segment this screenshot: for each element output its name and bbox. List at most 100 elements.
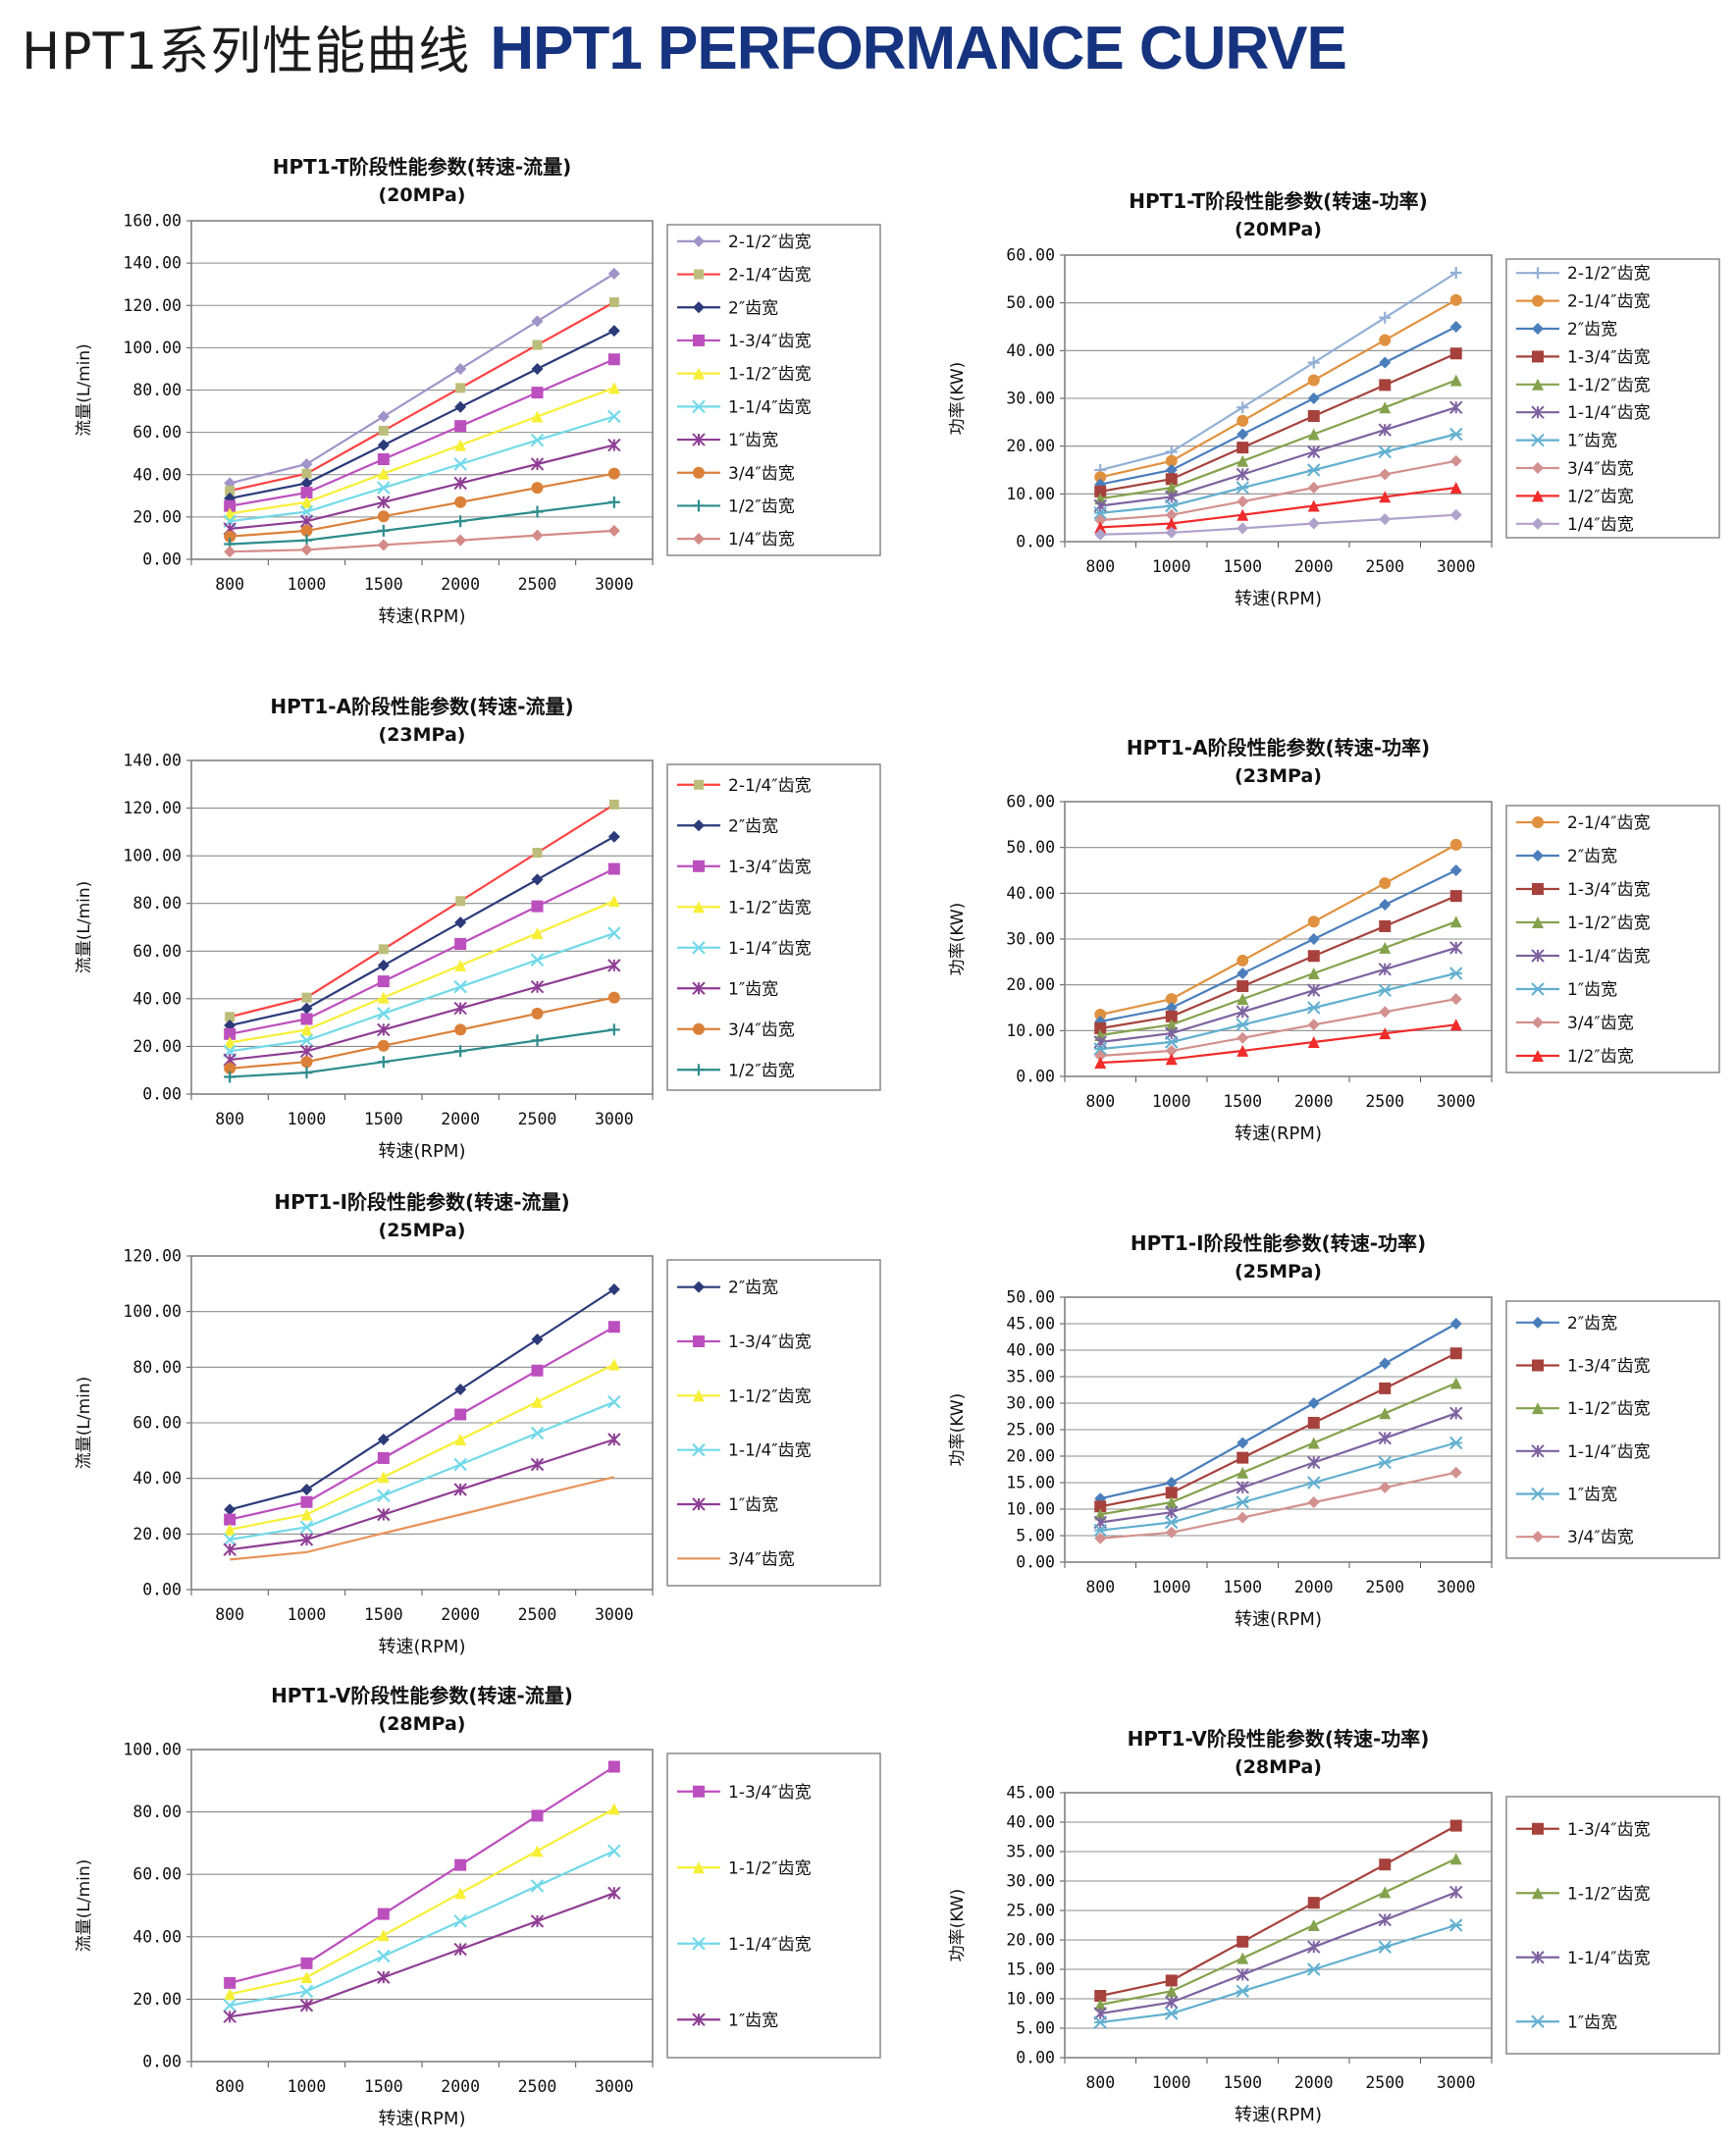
marker-circle [1094,471,1107,484]
x-axis-title: 转速(RPM) [379,606,466,627]
legend-box [666,763,881,1091]
marker-circle [1307,915,1320,928]
marker-diamond [1532,517,1544,530]
marker-asterisk [1449,1885,1463,1900]
chart-subtitle: (20MPa) [379,184,466,206]
marker-square [1236,980,1249,993]
marker-square [225,486,236,497]
series-line [1100,1857,1457,2007]
marker-x [223,1533,237,1546]
y-tick-label: 0.00 [1016,533,1055,551]
marker-diamond [300,1484,313,1495]
marker-triangle [1307,428,1320,441]
hpt1-i-flow-svg: 0.00 20.00 40.00 60.00 80.00 100.00 120.00 800 1… [75,1190,881,1657]
y-tick-label: 30.00 [1006,1872,1055,1891]
legend-label: 2-1/2″齿宽 [728,233,812,252]
chart-title: HPT1-A阶段性能参数(转速-流量) [270,695,573,718]
series-line [1100,895,1457,1030]
series-line [1100,1441,1457,1532]
hpt1-v-flow-svg: 0.00 20.00 40.00 60.00 80.00 100.00 800 1000 150… [75,1684,881,2129]
legend-label: 1-1/4″齿宽 [728,1935,812,1955]
marker-circle [1094,1009,1107,1020]
legend-box [666,1259,881,1587]
marker-circle [377,1039,390,1052]
marker-triangle [1307,1437,1320,1449]
x-tick-label: 2000 [1294,557,1334,576]
x-tick-label: 800 [215,2077,244,2096]
y-tick-label: 0.00 [142,550,182,569]
y-tick-label: 10.00 [1006,1990,1055,2009]
marker-x-star [1307,1001,1321,1015]
y-tick-label: 5.00 [1016,2019,1055,2038]
marker-square [377,1451,390,1464]
marker-asterisk [607,959,621,972]
marker-circle [1379,877,1392,890]
y-tick-label: 120.00 [123,1247,182,1266]
marker-plus [224,1071,237,1083]
marker-asterisk [692,981,706,995]
y-tick-label: 160.00 [123,212,182,231]
series-line [1100,379,1457,500]
marker-x-star [1165,2007,1179,2020]
marker-square [224,1027,237,1040]
marker-diamond [1532,1017,1544,1028]
x-tick-label: 1500 [364,575,403,594]
marker-square [301,468,312,479]
hpt1-a-flow-svg: 0.00 20.00 40.00 60.00 80.00 100.00 120.00 140.… [75,695,881,1162]
series-line [230,472,614,538]
marker-triangle [1094,521,1107,534]
series-line [1100,1412,1457,1524]
marker-asterisk [607,1886,621,1900]
legend-label: 1″齿宽 [728,2011,778,2030]
series-line [230,415,615,523]
marker-x-star [1093,1523,1107,1538]
marker-square [1532,1359,1544,1372]
y-tick-label: 40.00 [1006,341,1055,360]
marker-triangle [693,1861,705,1874]
marker-triangle [454,1434,467,1445]
legend-label: 1-1/2″齿宽 [1567,914,1651,933]
marker-circle [531,1007,544,1020]
marker-asterisk [1307,1940,1321,1954]
marker-plus [300,1067,313,1079]
y-tick-label: 100.00 [123,1302,182,1321]
marker-square [377,453,390,466]
legend-label: 1-1/4″齿宽 [728,1441,812,1461]
marker-circle [1532,816,1544,828]
legend-box [1505,1796,1720,2055]
marker-diamond [693,819,705,832]
legend-label: 1/2″齿宽 [728,497,795,516]
marker-diamond [377,539,390,551]
series-line [230,900,615,1044]
y-tick-label: 60.00 [132,423,182,442]
marker-square [378,944,389,955]
marker-asterisk [223,2010,237,2023]
x-tick-label: 1000 [1152,557,1191,576]
marker-square [224,1513,237,1526]
series-line [229,1363,615,1531]
marker-asterisk [1449,400,1463,414]
marker-circle [1307,374,1320,387]
marker-diamond [1449,864,1462,876]
marker-square [1094,1500,1107,1513]
marker-triangle [1236,1044,1249,1057]
marker-plus [1449,267,1462,280]
y-tick-label: 40.00 [132,1927,182,1946]
x-tick-label: 800 [1085,1092,1115,1111]
x-tick-label: 1000 [1152,1092,1191,1111]
marker-triangle [224,1988,237,2001]
marker-asterisk [1449,941,1463,955]
legend-label: 2-1/2″齿宽 [1567,264,1651,284]
marker-square [454,1858,467,1871]
marker-x [530,433,545,447]
chart-subtitle: (25MPa) [379,1220,466,1241]
marker-triangle [531,1845,544,1857]
marker-triangle [1307,967,1320,979]
marker-diamond [1165,1526,1178,1539]
legend-label: 1/2″齿宽 [728,1061,795,1080]
marker-diamond [1165,464,1178,476]
marker-triangle [454,439,467,451]
x-tick-label: 800 [1085,2073,1115,2092]
chart-title: HPT1-T阶段性能参数(转速-功率) [1129,189,1428,213]
marker-square [1165,1487,1178,1499]
